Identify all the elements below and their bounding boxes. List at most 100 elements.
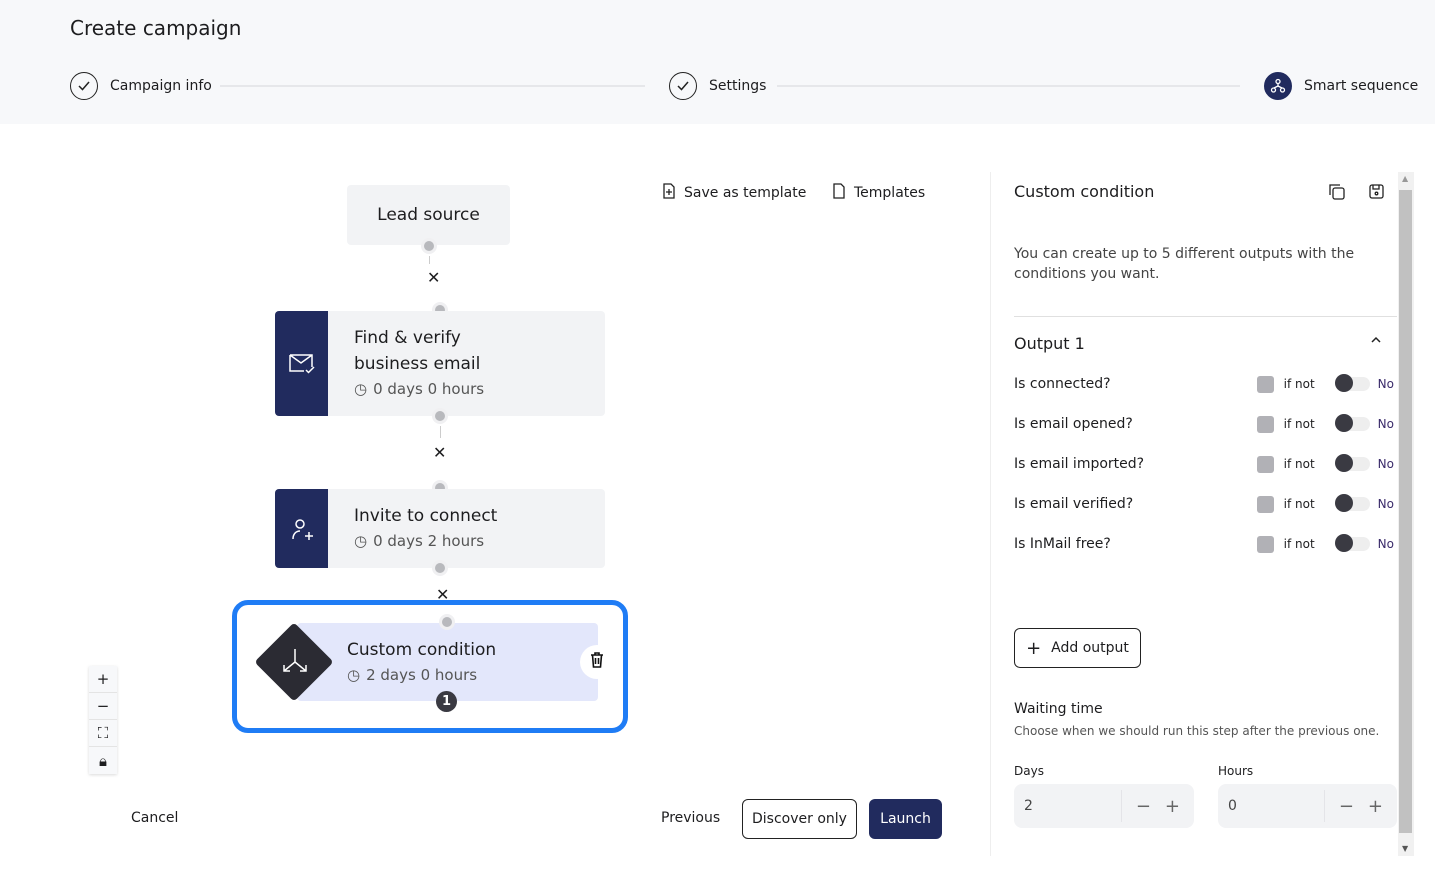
- lead-source-node[interactable]: Lead source: [347, 185, 510, 245]
- step-label: Settings: [709, 78, 767, 94]
- node-title: business email: [354, 354, 481, 374]
- save-icon[interactable]: [1369, 184, 1384, 203]
- step-campaign-info[interactable]: Campaign info: [70, 72, 212, 100]
- condition-label: Is InMail free?: [1014, 536, 1111, 552]
- step-smart-sequence[interactable]: Smart sequence: [1264, 72, 1418, 100]
- condition-toggle[interactable]: [1334, 454, 1370, 472]
- add-output-label: Add output: [1051, 640, 1129, 656]
- step-label: Smart sequence: [1304, 78, 1419, 94]
- minus-icon[interactable]: −: [1135, 795, 1151, 817]
- if-not-checkbox[interactable]: [1256, 375, 1274, 393]
- condition-row: Is connected? if not No: [1014, 374, 1394, 394]
- edge: [440, 426, 441, 438]
- header: [0, 0, 1435, 124]
- days-input[interactable]: 2: [1024, 798, 1033, 814]
- node-wait: 2 days 0 hours: [366, 666, 478, 684]
- save-as-template-label: Save as template: [684, 185, 807, 201]
- condition-label: Is email verified?: [1014, 496, 1134, 512]
- connector-handle[interactable]: [435, 483, 445, 493]
- scroll-down-icon[interactable]: ▼: [1402, 844, 1409, 853]
- condition-toggle[interactable]: [1334, 494, 1370, 512]
- hours-label: Hours: [1218, 764, 1254, 778]
- condition-toggle[interactable]: [1334, 374, 1370, 392]
- zoom-in-icon[interactable]: +: [89, 666, 117, 693]
- custom-condition-node[interactable]: Custom condition ◷ 2 days 0 hours: [297, 623, 598, 701]
- check-icon: [70, 72, 98, 100]
- if-not-label: if not: [1283, 377, 1315, 391]
- remove-edge-icon[interactable]: ✕: [436, 585, 450, 604]
- hours-stepper[interactable]: 0 − +: [1218, 784, 1397, 828]
- step-settings[interactable]: Settings: [669, 72, 766, 100]
- scroll-up-icon[interactable]: ▲: [1402, 174, 1409, 183]
- remove-edge-icon[interactable]: ✕: [427, 268, 441, 287]
- condition-label: Is email opened?: [1014, 416, 1133, 432]
- if-not-label: if not: [1283, 417, 1315, 431]
- condition-toggle[interactable]: [1334, 414, 1370, 432]
- file-icon: [832, 183, 846, 203]
- page-title: Create campaign: [70, 16, 242, 40]
- if-not-checkbox[interactable]: [1256, 535, 1274, 553]
- cancel-button[interactable]: Cancel: [131, 810, 179, 826]
- waiting-time-description: Choose when we should run this step afte…: [1014, 724, 1380, 738]
- discover-only-button[interactable]: Discover only: [742, 799, 857, 839]
- connector-handle[interactable]: [435, 563, 445, 573]
- panel-description: You can create up to 5 different outputs…: [1014, 246, 1355, 282]
- hours-input[interactable]: 0: [1228, 798, 1237, 814]
- node-title: Find & verify: [354, 328, 461, 348]
- days-label: Days: [1014, 764, 1044, 778]
- scrollbar[interactable]: ▲ ▼: [1398, 172, 1414, 856]
- if-not-label: if not: [1283, 537, 1315, 551]
- node-wait: 0 days 0 hours: [373, 380, 485, 398]
- launch-button[interactable]: Launch: [869, 799, 942, 839]
- if-not-checkbox[interactable]: [1256, 495, 1274, 513]
- delete-node-button[interactable]: [580, 645, 614, 679]
- output-title: Output 1: [1014, 334, 1085, 353]
- user-plus-icon: [275, 489, 328, 568]
- step-label: Campaign info: [110, 78, 212, 94]
- zoom-controls: + − ⛶ 🔒︎: [89, 666, 117, 774]
- node-title: Invite to connect: [354, 506, 498, 526]
- connector-handle[interactable]: [442, 617, 452, 627]
- find-verify-email-node[interactable]: Find & verify business email ◷ 0 days 0 h…: [275, 311, 605, 416]
- node-title: Custom condition: [347, 640, 497, 660]
- split-icon: [280, 646, 310, 680]
- plus-icon[interactable]: +: [1367, 795, 1383, 817]
- step-divider: [220, 85, 645, 87]
- clock-icon: ◷: [347, 666, 361, 684]
- templates-button[interactable]: Templates: [832, 183, 925, 203]
- fit-view-icon[interactable]: ⛶: [89, 720, 117, 747]
- plus-icon: +: [1026, 637, 1042, 659]
- check-icon: [669, 72, 697, 100]
- connector-handle[interactable]: [424, 241, 434, 251]
- zoom-out-icon[interactable]: −: [89, 693, 117, 720]
- toggle-value: No: [1377, 377, 1394, 391]
- if-not-checkbox[interactable]: [1256, 415, 1274, 433]
- panel-divider: [990, 172, 991, 856]
- if-not-label: if not: [1283, 497, 1315, 511]
- condition-row: Is email verified? if not No: [1014, 494, 1394, 514]
- remove-edge-icon[interactable]: ✕: [433, 443, 447, 462]
- clock-icon: ◷: [354, 380, 368, 398]
- waiting-time-title: Waiting time: [1014, 701, 1103, 717]
- condition-row: Is email opened? if not No: [1014, 414, 1394, 434]
- connector-handle[interactable]: [435, 411, 445, 421]
- plus-icon[interactable]: +: [1164, 795, 1180, 817]
- invite-to-connect-node[interactable]: Invite to connect ◷ 0 days 2 hours: [275, 489, 605, 568]
- output-badge[interactable]: 1: [436, 691, 457, 712]
- copy-icon[interactable]: [1329, 184, 1345, 204]
- chevron-up-icon[interactable]: [1370, 334, 1382, 350]
- connector-handle[interactable]: [435, 305, 445, 315]
- minus-icon[interactable]: −: [1338, 795, 1354, 817]
- previous-button[interactable]: Previous: [661, 810, 721, 826]
- scrollbar-thumb[interactable]: [1399, 190, 1412, 833]
- add-output-button[interactable]: + Add output: [1014, 628, 1141, 668]
- step-divider: [777, 85, 1240, 87]
- condition-toggle[interactable]: [1334, 534, 1370, 552]
- save-as-template-button[interactable]: Save as template: [662, 183, 806, 203]
- email-check-icon: [275, 311, 328, 416]
- panel-title: Custom condition: [1014, 182, 1155, 201]
- file-plus-icon: [662, 183, 676, 203]
- if-not-checkbox[interactable]: [1256, 455, 1274, 473]
- lock-icon[interactable]: 🔒︎: [99, 751, 107, 770]
- days-stepper[interactable]: 2 − +: [1014, 784, 1194, 828]
